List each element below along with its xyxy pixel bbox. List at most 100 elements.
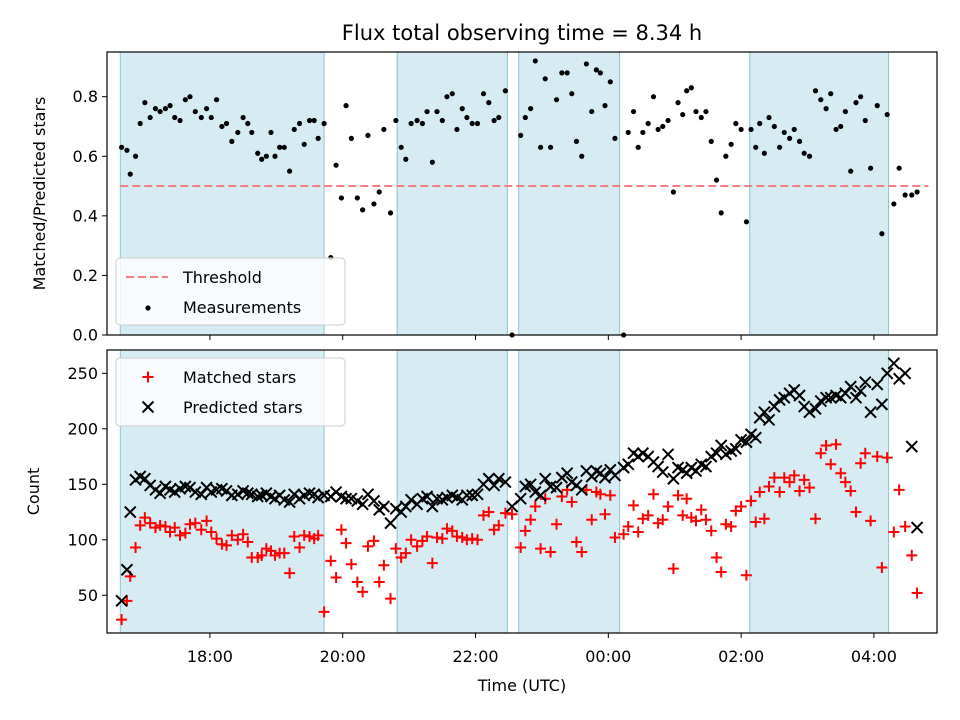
predicted-star-point <box>115 594 128 608</box>
measurement-point <box>162 106 169 112</box>
measurement-point <box>665 117 671 124</box>
matched-star-point <box>483 506 495 518</box>
measurement-point <box>680 111 686 118</box>
matched-starsseries <box>116 438 923 626</box>
measurement-point <box>625 129 631 136</box>
legend-label: Threshold <box>182 268 262 287</box>
predicted-star-point <box>905 440 918 453</box>
measurement-point <box>434 108 440 115</box>
predicted-star-point <box>550 481 563 494</box>
measurement-point <box>393 117 399 124</box>
matched-star-point <box>576 546 588 558</box>
measurement-point <box>464 114 470 121</box>
predicted-star-point <box>524 478 537 491</box>
predicted-star-point <box>740 435 753 449</box>
measurement-point <box>569 91 575 97</box>
measurement-point <box>607 79 613 85</box>
measurement-point <box>522 114 528 121</box>
matched-star-point <box>184 518 196 530</box>
matched-star-point <box>121 595 133 607</box>
measurement-point <box>235 129 241 136</box>
predicted-star-point <box>404 493 418 507</box>
measurement-point <box>542 76 548 82</box>
measurement-point <box>602 103 608 109</box>
matched-star-point <box>154 519 166 531</box>
measurement-point <box>879 231 885 237</box>
y-tick-label: 0.6 <box>73 147 98 166</box>
measurement-point <box>518 132 524 139</box>
matched-star-point <box>809 513 821 525</box>
measurement-point <box>272 153 278 159</box>
measurement-point <box>249 129 255 136</box>
measurement-point <box>439 117 445 124</box>
legend-box <box>115 357 346 427</box>
measurement-point <box>583 61 590 67</box>
x-tick-label: 18:00 <box>187 647 233 666</box>
predicted-star-point <box>762 413 776 427</box>
measurement-point <box>635 144 641 150</box>
measurement-point <box>277 144 283 150</box>
matched-star-point <box>622 520 634 532</box>
measurement-point <box>833 126 839 133</box>
measurement-point <box>547 144 554 150</box>
matched-star-point <box>835 467 847 479</box>
x-axis-tick-labels: 18:00 20:00 22:00 00:00 02:00 04:00 <box>187 647 897 666</box>
matched-star-point <box>794 485 806 497</box>
predicted-star-point <box>460 489 474 502</box>
measurement-point <box>172 114 178 121</box>
matched-star-point <box>667 563 679 575</box>
plot-area <box>115 357 924 626</box>
matched-star-point <box>758 513 770 525</box>
matched-star-point <box>798 474 810 486</box>
matched-star-point <box>330 572 342 584</box>
predicted-star-point <box>714 439 728 452</box>
matched-star-point <box>312 529 324 541</box>
predicted-star-point <box>758 405 771 419</box>
matched-star-point <box>385 593 397 605</box>
matched-star-point <box>519 525 531 537</box>
matched-star-point <box>855 457 867 469</box>
matched-star-point <box>421 530 433 542</box>
predicted-star-point <box>377 500 391 513</box>
measurement-point <box>192 108 198 115</box>
measurement-point <box>777 144 783 150</box>
plot-area <box>119 58 929 338</box>
predicted-star-point <box>661 448 675 461</box>
matched-star-point <box>711 552 723 564</box>
predicted-star-point <box>598 471 612 484</box>
legend-label: Predicted stars <box>183 398 303 417</box>
measurement-point <box>796 138 803 144</box>
measurement-point <box>338 195 344 201</box>
measurement-point <box>315 135 321 141</box>
predicted-star-point <box>124 505 137 519</box>
matched-star-point <box>774 486 786 498</box>
predicted-star-point <box>887 357 901 370</box>
legend-measurement-swatch <box>145 305 151 311</box>
measurement-point <box>838 123 844 130</box>
measurement-point <box>127 171 133 177</box>
measurement-point <box>245 120 251 127</box>
measurement-point <box>157 108 163 115</box>
matched-star-point <box>594 488 606 500</box>
matched-star-point <box>906 549 918 561</box>
measurement-point <box>124 147 130 153</box>
measurement-point <box>612 135 618 141</box>
measurement-point <box>655 126 661 133</box>
matched-star-point <box>226 529 238 541</box>
measurement-point <box>360 207 366 213</box>
predicted-star-point <box>871 378 884 391</box>
y-tick-label: 250 <box>67 364 98 383</box>
measurement-point <box>167 103 173 109</box>
measurementsseries <box>119 58 920 338</box>
measurement-point <box>229 138 235 144</box>
matched-star-point <box>725 520 737 532</box>
matched-star-point <box>472 534 484 546</box>
measurement-point <box>259 156 265 162</box>
measurement-point <box>371 201 377 207</box>
matched-star-point <box>461 534 473 546</box>
measurement-point <box>909 192 915 198</box>
predicted-star-point <box>859 375 872 389</box>
measurement-point <box>718 210 724 216</box>
measurement-point <box>723 153 729 159</box>
